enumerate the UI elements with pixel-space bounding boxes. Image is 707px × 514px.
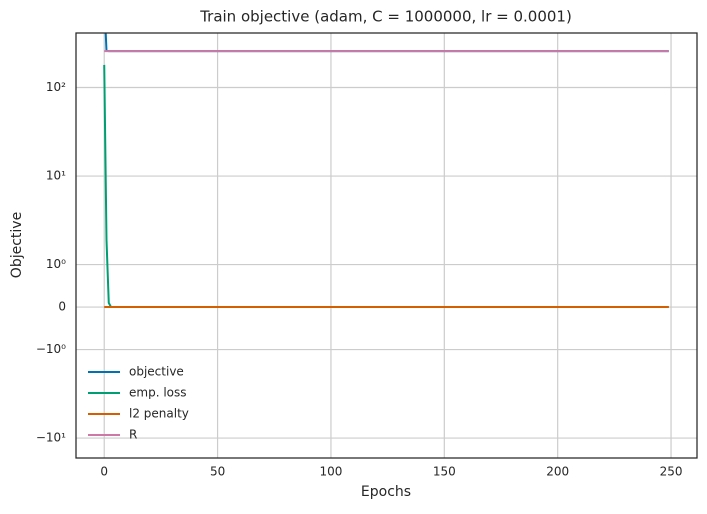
y-tick-label: −10⁰ [36, 342, 66, 356]
plot-frame [75, 32, 698, 459]
plot-area [103, 33, 669, 309]
x-tick-label: 200 [546, 465, 569, 479]
x-tick-label: 0 [100, 465, 108, 479]
x-tick-label: 150 [433, 465, 456, 479]
legend-label: l2 penalty [129, 407, 189, 421]
y-tick-label: 10⁰ [46, 257, 66, 271]
x-axis-label: Epochs [361, 484, 411, 500]
chart-title: Train objective (adam, C = 1000000, lr =… [199, 8, 572, 26]
legend-label: R [129, 428, 137, 442]
legend-label: objective [129, 365, 184, 379]
y-tick-label: 10² [46, 80, 66, 94]
x-tick-label: 50 [210, 465, 225, 479]
y-tick-label: 10¹ [46, 169, 66, 183]
y-axis-label: Objective [9, 212, 25, 278]
legend: objective emp. loss l2 penalty R [88, 365, 189, 442]
y-tick-label: 0 [58, 300, 66, 314]
legend-label: emp. loss [129, 386, 187, 400]
x-tick-label: 250 [660, 465, 683, 479]
x-tick-label: 100 [319, 465, 342, 479]
y-tick-label: −10¹ [36, 431, 66, 445]
